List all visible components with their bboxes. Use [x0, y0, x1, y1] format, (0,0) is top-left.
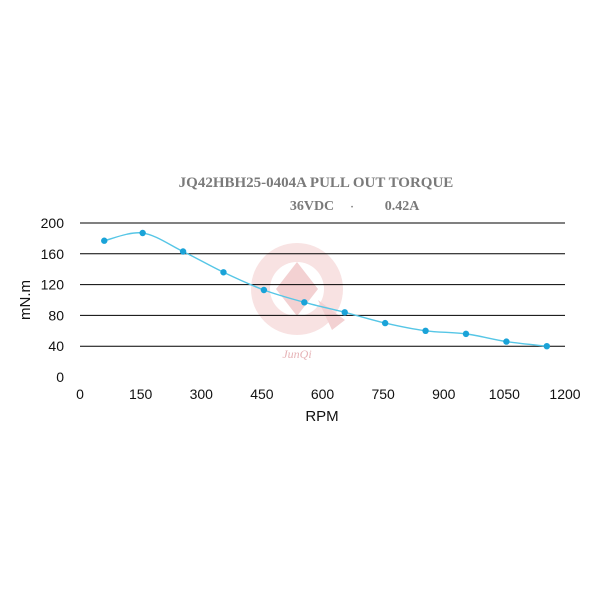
- x-tick-label: 750: [371, 386, 395, 402]
- x-axis-label: RPM: [305, 408, 338, 425]
- data-point: [543, 343, 551, 350]
- y-tick-label: 0: [56, 369, 64, 385]
- torque-series: [101, 229, 551, 350]
- data-point: [220, 269, 227, 276]
- gridlines: [80, 222, 565, 347]
- data-point: [179, 248, 187, 255]
- series-line: [104, 232, 547, 347]
- x-tick-labels: 0 150 300 450 600 750 900 1050 1200: [76, 386, 581, 402]
- x-tick-label: 900: [432, 386, 456, 402]
- x-tick-label: 1050: [489, 386, 520, 402]
- y-axis-label: mN.m: [17, 280, 34, 320]
- data-point: [139, 229, 146, 237]
- data-point: [503, 338, 510, 345]
- x-tick-label: 1200: [549, 386, 580, 402]
- x-tick-label: 600: [311, 386, 335, 402]
- junqi-watermark-logo: JunQi: [251, 243, 345, 361]
- subtitle-current: 0.42A: [385, 199, 421, 214]
- y-tick-label: 40: [48, 338, 64, 354]
- chart-title: JQ42HBH25-0404A PULL OUT TORQUE: [179, 175, 454, 191]
- y-tick-label: 200: [41, 215, 65, 231]
- x-tick-label: 150: [129, 386, 153, 402]
- watermark-text: JunQi: [282, 347, 311, 361]
- data-point: [381, 319, 389, 327]
- subtitle-separator: ·: [350, 202, 353, 213]
- x-tick-label: 0: [76, 386, 84, 402]
- y-tick-label: 160: [41, 246, 65, 262]
- data-point: [341, 309, 348, 316]
- y-tick-label: 80: [48, 307, 64, 323]
- y-tick-labels: 0 40 80 120 160 200: [41, 215, 65, 385]
- data-point: [101, 237, 108, 244]
- y-tick-label: 120: [41, 277, 65, 293]
- data-point: [422, 327, 429, 334]
- x-tick-label: 300: [190, 386, 214, 402]
- data-point: [301, 299, 308, 306]
- data-point: [260, 286, 268, 294]
- subtitle-voltage: 36VDC: [290, 199, 334, 214]
- data-point: [462, 330, 470, 338]
- x-tick-label: 450: [250, 386, 274, 402]
